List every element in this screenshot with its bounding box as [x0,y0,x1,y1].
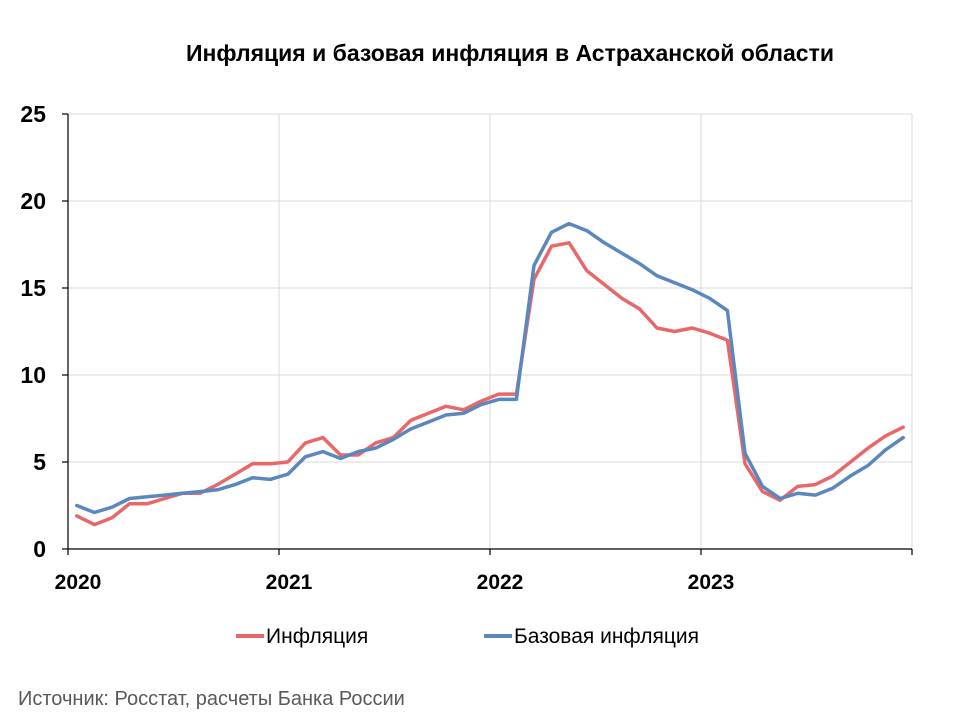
x-tick-label: 2020 [55,571,102,594]
y-tick-label: 10 [20,362,46,388]
legend-label-2: Базовая инфляция [514,625,699,648]
grid [68,113,913,549]
series-lines [75,221,905,527]
legend: Инфляция Базовая инфляция [236,625,699,648]
tick-labels: 0 5 10 15 20 25 2020 2021 2022 2023 [20,101,734,594]
y-tick-label: 20 [20,188,46,214]
y-tick-label: 5 [33,449,46,475]
source-note: Источник: Росстат, расчеты Банка России [18,688,405,710]
legend-label-1: Инфляция [266,625,368,648]
y-tick-label: 15 [20,275,46,301]
x-tick-label: 2023 [688,571,735,594]
y-tick-label: 0 [33,536,46,562]
x-tick-label: 2022 [477,571,524,594]
series-line-1 [75,241,905,527]
x-tick-label: 2021 [266,571,313,594]
y-tick-label: 25 [20,101,46,127]
chart-title: Инфляция и базовая инфляция в Астраханск… [186,40,834,66]
series-line-2 [75,221,905,515]
axes [62,113,913,555]
